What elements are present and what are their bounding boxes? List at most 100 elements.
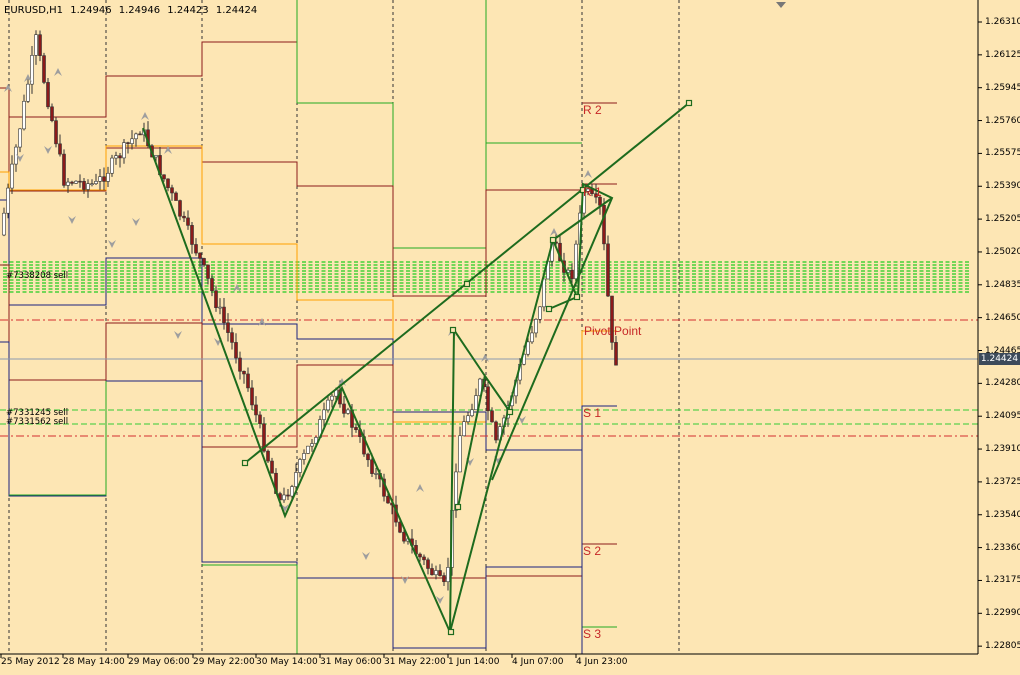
candle-body bbox=[78, 180, 82, 183]
close-value: 1.24424 bbox=[215, 5, 258, 16]
candle-body bbox=[162, 174, 166, 180]
fractal-arrows bbox=[4, 68, 592, 604]
candle-body bbox=[474, 395, 478, 411]
pattern-anchor-handle bbox=[447, 628, 455, 636]
price-tick-label: 1.26125 bbox=[985, 49, 1020, 60]
price-tick-label: 1.25390 bbox=[985, 181, 1020, 192]
candle-body bbox=[2, 212, 6, 236]
candle-body bbox=[418, 553, 422, 558]
candle-body bbox=[22, 100, 26, 130]
pivot-point-label: Pivot Point bbox=[584, 324, 642, 338]
candle-body bbox=[366, 453, 370, 461]
fractal-up-icon bbox=[54, 68, 62, 76]
candle-body bbox=[18, 128, 22, 148]
fractal-down-icon bbox=[281, 504, 289, 512]
r3-level bbox=[297, 102, 582, 249]
candle-body bbox=[290, 486, 294, 497]
pattern-anchor-handle bbox=[579, 186, 587, 194]
zigzag-line bbox=[552, 197, 613, 241]
candle-body bbox=[330, 395, 334, 401]
candle-body bbox=[346, 409, 350, 414]
candle-body bbox=[402, 531, 406, 542]
order-lines[interactable] bbox=[0, 319, 978, 437]
candle-body bbox=[606, 243, 610, 297]
pivot-levels bbox=[0, 0, 617, 654]
zigzag-pattern[interactable] bbox=[142, 99, 693, 636]
candle-body bbox=[74, 180, 78, 184]
candle-body bbox=[82, 180, 86, 190]
candle-body bbox=[430, 568, 434, 576]
fractal-up-icon bbox=[550, 228, 558, 236]
candle-body bbox=[326, 399, 330, 411]
candle-body bbox=[294, 472, 298, 487]
time-tick-label: 30 May 14:00 bbox=[256, 657, 318, 667]
candle-body bbox=[86, 183, 90, 190]
candle-body bbox=[110, 157, 114, 174]
chart-title: EURUSD,H1 1.24946 1.24946 1.24423 1.2442… bbox=[4, 5, 261, 16]
candle-body bbox=[314, 437, 318, 444]
zigzag-line bbox=[449, 236, 579, 633]
price-tick-label: 1.23910 bbox=[985, 444, 1020, 455]
time-tick-label: 4 Jun 23:00 bbox=[576, 657, 628, 667]
candle-body bbox=[538, 306, 542, 320]
s2-level bbox=[0, 264, 617, 579]
time-tick-label: 31 May 22:00 bbox=[384, 657, 446, 667]
candle-body bbox=[190, 225, 194, 245]
price-tick-label: 1.23540 bbox=[985, 509, 1020, 520]
candle-body bbox=[458, 435, 462, 473]
price-tick-label: 1.24280 bbox=[985, 378, 1020, 389]
candle-body bbox=[310, 443, 314, 447]
price-tick-label: 1.24095 bbox=[985, 411, 1020, 422]
price-tick-label: 1.23175 bbox=[985, 575, 1020, 586]
r1-label: R 1 bbox=[583, 185, 602, 199]
candle-body bbox=[122, 142, 126, 159]
candle-body bbox=[470, 409, 474, 417]
order-label: #7331245 sell bbox=[6, 408, 69, 419]
candle-body bbox=[10, 163, 14, 189]
candle-body bbox=[486, 386, 490, 412]
order-label: #7331562 sell bbox=[6, 417, 69, 428]
candle-body bbox=[34, 34, 38, 56]
candle-body bbox=[462, 421, 466, 437]
candle-body bbox=[174, 192, 178, 201]
candle-body bbox=[610, 295, 614, 343]
s1-level bbox=[0, 199, 617, 451]
candle-body bbox=[102, 176, 106, 182]
fractal-down-icon bbox=[16, 154, 24, 162]
candle-body bbox=[306, 445, 310, 454]
candle-body bbox=[214, 290, 218, 308]
fractal-down-icon bbox=[518, 416, 526, 424]
candle-body bbox=[222, 306, 226, 324]
candle-body bbox=[226, 322, 230, 333]
price-tick-label: 1.24835 bbox=[985, 279, 1020, 290]
candle-body bbox=[210, 278, 214, 292]
fractal-up-icon bbox=[481, 354, 489, 362]
candle-body bbox=[446, 567, 450, 583]
candle-body bbox=[438, 570, 442, 576]
r2-label: R 2 bbox=[583, 103, 602, 117]
price-tick-label: 1.25945 bbox=[985, 82, 1020, 93]
pattern-anchor-handle bbox=[241, 459, 249, 467]
shift-marker-icon bbox=[776, 2, 786, 8]
order-zone-band bbox=[3, 261, 971, 293]
candle-body bbox=[70, 181, 74, 184]
candle-body bbox=[54, 120, 58, 145]
candle-body bbox=[58, 143, 62, 155]
candle-body bbox=[106, 172, 110, 182]
fractal-up-icon bbox=[4, 84, 12, 92]
candle-body bbox=[602, 204, 606, 245]
candle-body bbox=[154, 155, 158, 158]
s3-mid-level bbox=[202, 564, 298, 654]
candle-body bbox=[614, 342, 618, 366]
candle-body bbox=[322, 409, 326, 420]
fractal-down-icon bbox=[436, 596, 444, 604]
pattern-anchor-handle bbox=[549, 236, 557, 244]
candle-body bbox=[90, 183, 94, 185]
candle-body bbox=[170, 187, 174, 194]
candle-body bbox=[114, 155, 118, 159]
candlesticks bbox=[2, 30, 618, 591]
low-value: 1.24423 bbox=[167, 5, 209, 16]
symbol-label: EURUSD,H1 bbox=[4, 5, 64, 16]
